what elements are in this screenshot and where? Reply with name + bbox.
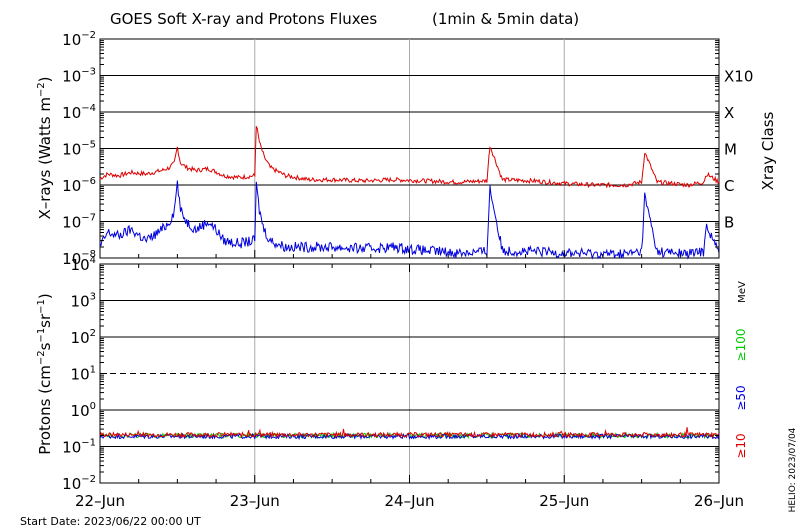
xray-y-tick-label: 10−6 [62,176,96,195]
proton-gridlines [100,264,719,483]
xray-y-tick-label: 10−2 [62,30,96,49]
xray-y-tick-label: 10−3 [62,67,96,86]
proton-series [99,427,720,441]
proton-y-tick-label: 10−1 [62,438,96,457]
proton-ylabel-prefix: Protons (cm [36,365,54,455]
credit-label: HELIO: 2023/07/04 [788,427,798,512]
proton-ylabel-s: s [36,342,54,350]
xray-gridlines [100,39,719,258]
energy-unit-label: MeV [737,281,748,303]
xray-series [99,126,720,260]
xray-y-axis-label: X–rays (Watts m−2) [36,76,54,219]
start-date-label: Start Date: 2023/06/22 00:00 UT [20,515,201,528]
xray-class-axis-title: Xray Class [759,111,777,190]
proton-y-tick-label: 102 [71,328,96,347]
x-tick-label: 26–Jun [694,492,744,510]
xray-ylabel-suffix: ) [36,76,54,82]
xray-class-label: C [724,177,734,195]
xray-y-tick-label: 10−5 [62,140,96,159]
xray-y-tick-label: 10−7 [62,213,96,232]
xray-class-label: X [724,104,734,122]
proton-y-tick-label: 103 [71,292,96,311]
proton-ge10-line [99,427,720,439]
proton-y-tick-label: 104 [71,255,96,274]
proton-ylabel-sup2: −1 [36,328,47,343]
proton-y-tick-label: 10−2 [62,474,96,493]
legend-ge50: ≥50 [734,385,748,410]
xray-class-label: X10 [724,68,753,86]
proton-ylabel-sr: sr [36,313,54,328]
xray-ylabel-sup: −2 [36,82,47,97]
chart-title-note: (1min & 5min data) [432,10,579,28]
chart-title: GOES Soft X-ray and Protons Fluxes [110,10,377,28]
legend-ge100: ≥100 [734,329,748,362]
xray-class-label: B [724,214,734,232]
proton-y-tick-label: 100 [71,401,96,420]
proton-ylabel-sup1: −2 [36,350,47,365]
xray-long-channel-line [99,126,720,189]
xray-y-tick-label: 10−4 [62,103,96,122]
proton-y-axis-label: Protons (cm−2s−1sr−1) [36,293,54,455]
x-tick-label: 22–Jun [75,492,125,510]
x-tick-label: 25–Jun [539,492,589,510]
proton-y-tick-label: 101 [71,365,96,384]
proton-ylabel-sup3: −1 [36,299,47,314]
legend-ge10: ≥10 [734,433,748,458]
xray-class-label: M [724,141,737,159]
proton-ge50-line [99,432,720,441]
proton-ylabel-suffix: ) [36,293,54,299]
x-tick-label: 24–Jun [384,492,434,510]
xray-short-channel-line [99,180,720,260]
xray-ylabel-prefix: X–rays (Watts m [36,97,54,219]
x-tick-label: 23–Jun [230,492,280,510]
xray-class-labels: X10 X MC B [724,68,753,232]
x-axis-ticks: 22–Jun 23–Jun 24–Jun 25–Jun 26–Jun [75,250,744,510]
